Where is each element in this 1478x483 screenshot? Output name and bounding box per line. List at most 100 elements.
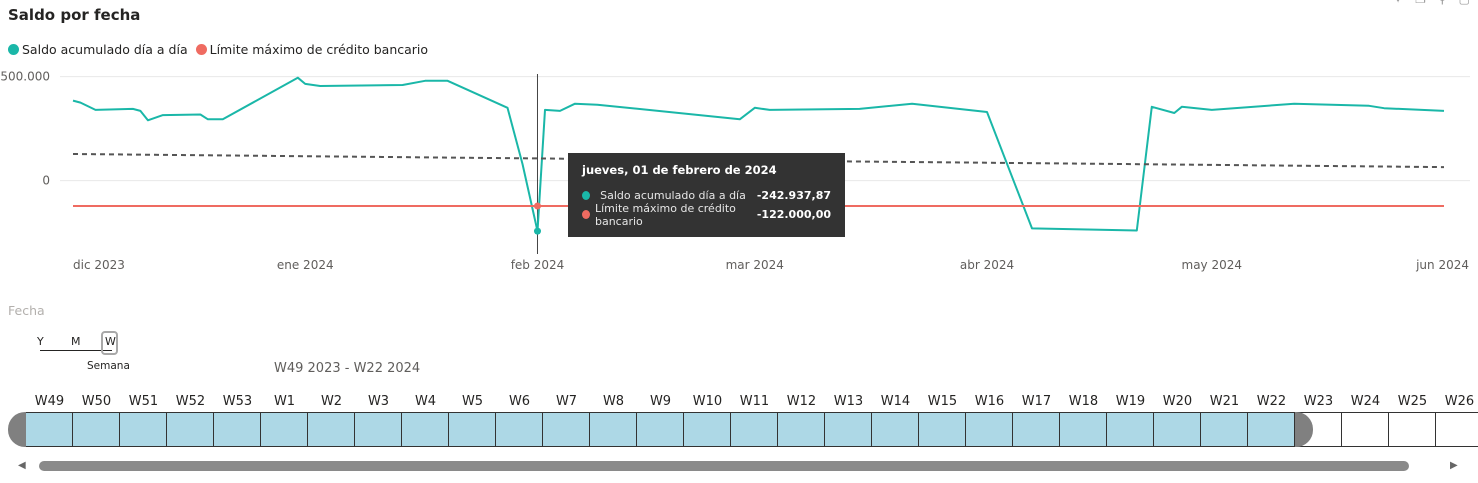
timeline-cell[interactable] — [778, 412, 825, 447]
timeline-cell[interactable] — [402, 412, 449, 447]
timeline-cell[interactable] — [167, 412, 214, 447]
timeline-cell[interactable] — [1060, 412, 1107, 447]
granularity-selected-label: Semana — [87, 360, 130, 372]
timeline-cell[interactable] — [496, 412, 543, 447]
timeline-cell[interactable] — [637, 412, 684, 447]
week-label: W5 — [461, 394, 484, 409]
timeline-cell[interactable] — [261, 412, 308, 447]
x-tick-label-0: dic 2023 — [73, 258, 125, 272]
x-tick-label-3: mar 2024 — [726, 258, 784, 272]
tooltip-label-saldo: Saldo acumulado día a día — [600, 189, 746, 202]
week-label: W3 — [367, 394, 390, 409]
copy-icon[interactable]: ❐ — [1415, 0, 1426, 6]
hover-point-saldo — [533, 227, 541, 235]
week-label: W12 — [786, 394, 817, 409]
timeline-cell[interactable] — [1201, 412, 1248, 447]
timeline-cell[interactable] — [1013, 412, 1060, 447]
series-line-saldo — [72, 76, 1445, 233]
timeline-range-label: W49 2023 - W22 2024 — [274, 361, 421, 376]
filter-icon[interactable]: ⚲ — [1438, 0, 1447, 6]
tooltip-row-saldo: Saldo acumulado día a día -242.937,87 — [582, 186, 831, 205]
tooltip-dot-limite — [582, 210, 590, 219]
timeline-slicer[interactable] — [8, 412, 1478, 447]
week-label: W23 — [1303, 394, 1334, 409]
slicer-field-label: Fecha — [8, 303, 45, 318]
tooltip-value-saldo: -242.937,87 — [756, 189, 831, 202]
legend-label-limite: Límite máximo de crédito bancario — [209, 42, 429, 57]
timeline-cell[interactable] — [214, 412, 261, 447]
timeline-cell[interactable] — [26, 412, 73, 447]
week-label: W14 — [880, 394, 911, 409]
timeline-cell[interactable] — [919, 412, 966, 447]
week-label: W49 — [34, 394, 65, 409]
legend-label-saldo: Saldo acumulado día a día — [22, 42, 188, 57]
timeline-cell[interactable] — [1107, 412, 1154, 447]
week-label: W50 — [81, 394, 112, 409]
legend-item-limite[interactable]: Límite máximo de crédito bancario — [195, 42, 429, 57]
scroll-left-icon[interactable]: ◀ — [18, 460, 26, 471]
timeline-cell[interactable] — [355, 412, 402, 447]
range-handle-start[interactable] — [8, 412, 26, 447]
week-label: W13 — [833, 394, 864, 409]
timeline-cell[interactable] — [590, 412, 637, 447]
x-tick-label-4: abr 2024 — [960, 258, 1014, 272]
x-tick-label-6: jun 2024 — [1415, 258, 1469, 272]
week-label: W17 — [1021, 394, 1052, 409]
timeline-cell[interactable] — [1248, 412, 1295, 447]
week-label: W11 — [739, 394, 770, 409]
week-label: W10 — [692, 394, 723, 409]
timeline-cell[interactable] — [120, 412, 167, 447]
timeline-cell[interactable] — [308, 412, 355, 447]
timeline-scrollbar[interactable]: ◀ ▶ — [14, 458, 1464, 474]
week-label: W24 — [1350, 394, 1381, 409]
timeline-cell[interactable] — [1436, 412, 1478, 447]
week-label: W20 — [1162, 394, 1193, 409]
timeline-cell[interactable] — [966, 412, 1013, 447]
timeline-cell[interactable] — [825, 412, 872, 447]
granularity-track — [40, 350, 112, 351]
granularity-picker[interactable]: Y M W Semana — [30, 330, 130, 372]
focus-mode-icon[interactable]: ▢ — [1459, 0, 1470, 6]
range-handle-end[interactable] — [1295, 412, 1313, 447]
tooltip-value-limite: -122.000,00 — [756, 208, 831, 221]
granularity-month[interactable]: M — [71, 335, 81, 348]
tooltip-dot-saldo — [582, 191, 590, 200]
week-label: W21 — [1209, 394, 1240, 409]
y-tick-label-1: 0 — [42, 174, 50, 188]
week-label: W8 — [602, 394, 625, 409]
week-label: W4 — [414, 394, 437, 409]
timeline-cell[interactable] — [731, 412, 778, 447]
timeline-cell[interactable] — [543, 412, 590, 447]
granularity-year[interactable]: Y — [37, 335, 44, 348]
legend-item-saldo[interactable]: Saldo acumulado día a día — [8, 42, 188, 57]
week-label: W2 — [320, 394, 343, 409]
week-label: W26 — [1444, 394, 1475, 409]
timeline-cell[interactable] — [684, 412, 731, 447]
timeline-cell[interactable] — [872, 412, 919, 447]
x-tick-label-5: may 2024 — [1182, 258, 1243, 272]
week-label: W7 — [555, 394, 578, 409]
week-label: W16 — [974, 394, 1005, 409]
week-label: W1 — [273, 394, 296, 409]
week-label: W19 — [1115, 394, 1146, 409]
scroll-right-icon[interactable]: ▶ — [1450, 460, 1458, 471]
week-label: W25 — [1397, 394, 1428, 409]
timeline-cell[interactable] — [449, 412, 496, 447]
pin-icon[interactable]: ✦ — [1393, 0, 1403, 6]
timeline-cell[interactable] — [73, 412, 120, 447]
granularity-selected-box[interactable] — [101, 331, 118, 355]
timeline-cell[interactable] — [1154, 412, 1201, 447]
tooltip-title: jueves, 01 de febrero de 2024 — [582, 163, 777, 177]
scroll-thumb[interactable] — [39, 461, 1409, 471]
granularity-week[interactable]: W — [105, 335, 116, 348]
week-label: W6 — [508, 394, 531, 409]
tooltip: jueves, 01 de febrero de 2024 Saldo acum… — [568, 153, 845, 237]
week-label: W53 — [222, 394, 253, 409]
x-tick-label-2: feb 2024 — [511, 258, 565, 272]
tooltip-label-limite: Límite máximo de crédito bancario — [594, 201, 736, 228]
y-tick-label-0: 500.000 — [0, 70, 50, 84]
chart-title: Saldo por fecha — [8, 6, 141, 24]
week-label: W51 — [128, 394, 159, 409]
timeline-cell[interactable] — [1389, 412, 1436, 447]
timeline-cell[interactable] — [1342, 412, 1389, 447]
